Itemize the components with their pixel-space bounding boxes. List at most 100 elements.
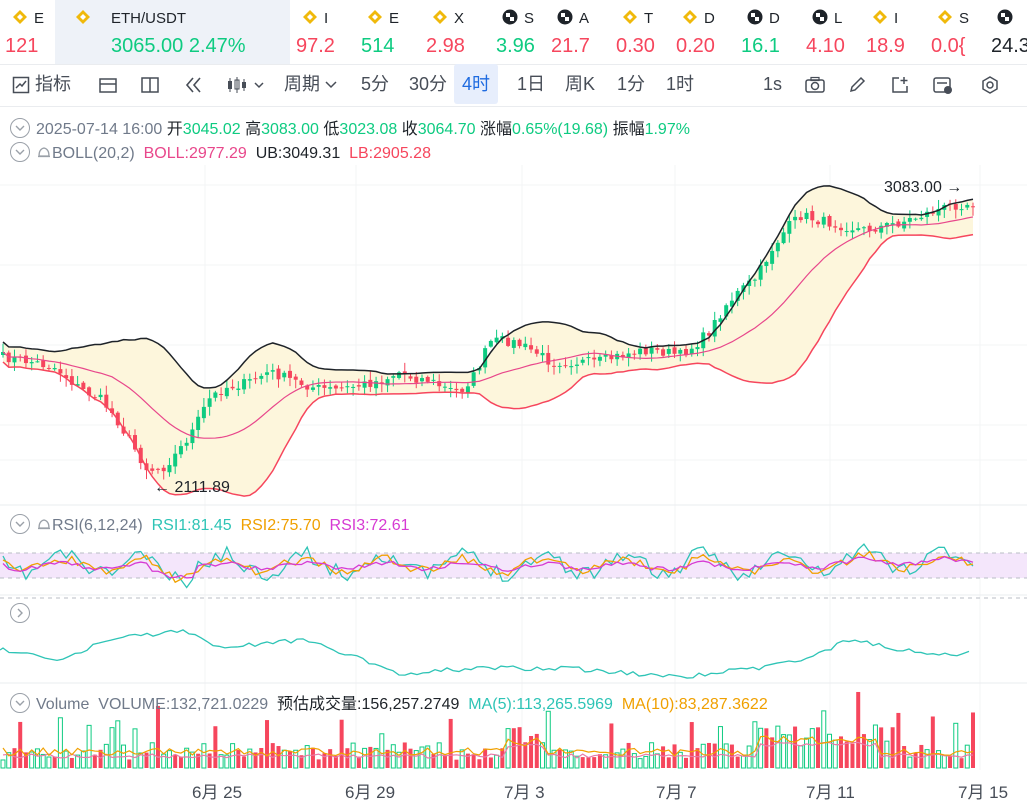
volume-bar (971, 712, 975, 768)
volume-bar (523, 742, 528, 768)
collapse-chevron-icon[interactable] (10, 693, 30, 713)
candle-body (770, 250, 775, 264)
volume-bar (827, 733, 833, 769)
volume-bar (465, 753, 470, 768)
volume-bar (964, 744, 970, 769)
interval-4时[interactable]: 4时 (454, 64, 499, 104)
candle-body (724, 305, 729, 317)
candle-body (861, 227, 866, 229)
x-axis-label: 7月 11 (806, 783, 855, 802)
candle-body (684, 349, 689, 356)
candle-body (270, 370, 275, 372)
ticker-item[interactable]: X 2.98 (420, 0, 490, 64)
volume-bar (287, 750, 292, 768)
playback-speed[interactable]: 1s (763, 74, 783, 94)
candle-body (856, 228, 861, 231)
ohlc-info: 2025-07-14 16:00 开3045.02 高3083.00 低3023… (10, 115, 690, 139)
candle-body (448, 387, 453, 389)
volume-bar (385, 749, 390, 768)
volume-bar (643, 755, 649, 769)
screenshot-button[interactable] (804, 73, 826, 95)
volume-bar (545, 710, 551, 769)
collapse-chevron-icon[interactable] (10, 142, 30, 162)
candle-body (87, 387, 92, 396)
candle-body (735, 290, 740, 301)
candle-body (374, 381, 379, 389)
volume-bar (890, 727, 895, 768)
candle-body (150, 468, 155, 471)
period-dropdown[interactable]: 周期 (284, 73, 337, 95)
volume-bar (712, 743, 717, 768)
boll-lb-value: LB:2905.28 (349, 145, 431, 162)
ticker-symbol: L (834, 10, 843, 27)
volume-bar (879, 727, 884, 768)
template-button[interactable] (932, 73, 954, 95)
collapse-chevron-icon[interactable] (10, 118, 30, 138)
interval-1分[interactable]: 1分 (617, 74, 646, 94)
binance-icon (433, 10, 447, 24)
boll-name: BOLL(20,2) (52, 145, 135, 162)
low-price-label: ← 2111.89 (154, 479, 230, 496)
ticker-item[interactable]: 24.3 (985, 0, 1027, 64)
candle-body (431, 379, 436, 381)
ticker-item[interactable]: E 514 (355, 0, 420, 64)
x-axis-label: 7月 15 (958, 783, 1009, 802)
ticker-item[interactable]: I 18.9 (860, 0, 925, 64)
candle-body (81, 382, 86, 389)
candle-body (1, 352, 5, 356)
interval-周K[interactable]: 周K (565, 74, 596, 94)
ticker-item[interactable]: L 4.10 (800, 0, 860, 64)
candle-body (850, 230, 855, 233)
volume-bar (631, 753, 637, 769)
volume-bar (29, 751, 35, 769)
ticker-item[interactable]: E 121 (0, 0, 55, 64)
interval-1日[interactable]: 1日 (517, 74, 546, 94)
ticker-item[interactable]: S 0.0{ (925, 0, 985, 64)
candle-body (930, 212, 935, 214)
candle-body (41, 360, 46, 368)
add-drawing-button[interactable] (890, 73, 910, 95)
candle-body (563, 365, 568, 367)
volume-bar (597, 754, 602, 768)
candle-body (201, 406, 206, 419)
bell-icon[interactable] (36, 516, 52, 532)
rewind-button[interactable] (184, 73, 204, 95)
interval-5分[interactable]: 5分 (361, 74, 390, 94)
layout-button[interactable] (98, 73, 118, 95)
x-axis-label: 6月 29 (345, 783, 396, 802)
ticker-price: 18.9 (866, 35, 905, 57)
candle-body (385, 379, 390, 386)
high-label: 高 (245, 121, 262, 138)
volume-bar (609, 723, 614, 768)
ticker-item[interactable]: S 3.96 (490, 0, 545, 64)
ticker-item[interactable]: D 16.1 (735, 0, 800, 64)
ticker-item[interactable]: I 97.2 (290, 0, 355, 64)
ticker-item-active[interactable]: ETH/USDT 3065.00 2.47% (55, 0, 290, 64)
ticker-symbol: I (894, 10, 899, 27)
bell-icon[interactable] (36, 144, 52, 160)
interval-1时[interactable]: 1时 (666, 74, 695, 94)
draw-button[interactable] (848, 73, 868, 95)
interval-30分[interactable]: 30分 (409, 74, 448, 94)
split-view-button[interactable] (140, 73, 160, 95)
collapse-chevron-icon[interactable] (10, 514, 30, 534)
volume-bar (809, 728, 815, 769)
ticker-item[interactable]: A 21.7 (545, 0, 610, 64)
candle-body (609, 355, 614, 360)
candle-body (230, 386, 235, 389)
volume-bar (746, 745, 752, 769)
candle-body (511, 340, 516, 348)
volume-bar (442, 754, 447, 768)
indicators-label: 指标 (35, 74, 72, 94)
volume-bar (459, 749, 465, 769)
indicators-button[interactable]: 指标 (12, 73, 71, 95)
chart-type-dropdown[interactable] (226, 73, 266, 95)
candle-body (517, 339, 522, 347)
expand-chevron-icon[interactable] (10, 603, 30, 623)
candle-body (35, 361, 40, 363)
ticker-item[interactable]: D 0.20 (670, 0, 735, 64)
ticker-item[interactable]: T 0.30 (610, 0, 670, 64)
camera-icon (805, 77, 825, 93)
settings-button[interactable] (980, 73, 1000, 95)
